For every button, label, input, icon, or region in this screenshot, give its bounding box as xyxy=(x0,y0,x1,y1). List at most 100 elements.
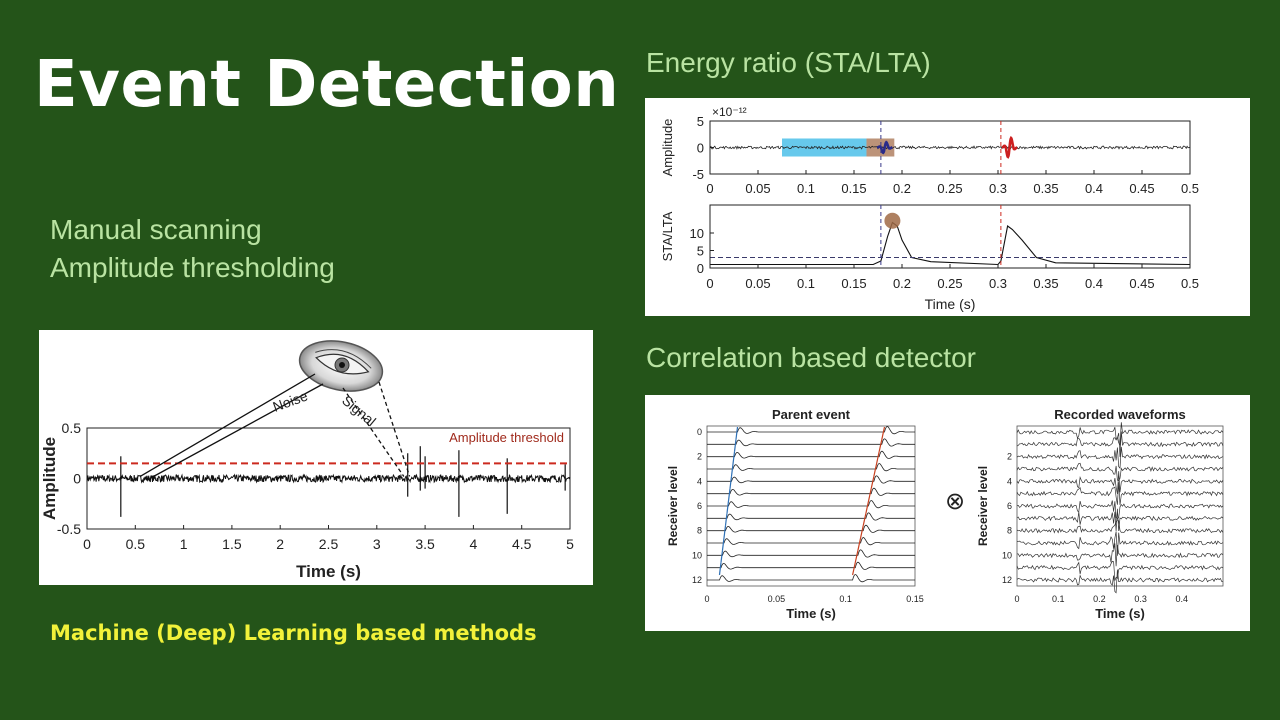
x-tick-label: 0.1 xyxy=(797,276,815,291)
y-tick-label: 5 xyxy=(697,114,704,129)
y-tick-label: -0.5 xyxy=(57,521,81,537)
parent-trace-1 xyxy=(707,438,915,447)
parent-trace-0 xyxy=(707,426,915,435)
recorded-x-tick-label: 0.4 xyxy=(1176,594,1189,604)
x-tick-label: 1.5 xyxy=(222,536,242,552)
recorded-y-tick-label: 8 xyxy=(1007,526,1012,536)
recorded-trace-3 xyxy=(1016,462,1224,482)
recorded-trace-6 xyxy=(1016,500,1224,520)
y-tick-label: 0 xyxy=(697,261,704,276)
p-pick-segment xyxy=(730,463,734,477)
recorded-trace-2 xyxy=(1016,446,1224,469)
p-pick-segment xyxy=(721,537,725,551)
parent-x-tick-label: 0.1 xyxy=(839,594,852,604)
recorded-y-axis-label: Receiver level xyxy=(976,466,990,546)
correlation-operator-icon: ⊗ xyxy=(945,488,965,515)
event-waveform-1 xyxy=(876,140,893,155)
parent-x-tick-label: 0.05 xyxy=(768,594,786,604)
x-tick-label: 0.45 xyxy=(1129,276,1154,291)
parent-trace-11 xyxy=(707,561,915,570)
x-tick-label: 5 xyxy=(566,536,574,552)
parent-title: Parent event xyxy=(772,407,851,422)
sight-line-noise-2 xyxy=(149,383,324,480)
y-tick-label: 5 xyxy=(697,244,704,259)
noise-trace xyxy=(86,473,571,484)
recorded-trace-9 xyxy=(1016,531,1224,556)
s-pick-segment xyxy=(859,525,864,539)
recorded-x-tick-label: 0.2 xyxy=(1093,594,1106,604)
bottom-plot-frame xyxy=(709,204,1191,269)
sta-lta-figure: 0 0.05 0.1 0.15 0.2 0.25 0.3 0.35 0.4 0.45 0.5 5 0 -5… xyxy=(645,98,1250,316)
s-pick-segment xyxy=(881,426,886,440)
recorded-trace-10 xyxy=(1016,543,1224,567)
s-pick-segment xyxy=(865,500,870,514)
correlation-chart: Parent event 0 0.05 0.1 0.15 0 2 4 6 8 10 12 Time (s… xyxy=(666,407,1224,621)
parent-y-tick-label: 2 xyxy=(697,452,702,462)
s-pick-segment xyxy=(867,488,872,502)
trigger-marker xyxy=(884,212,901,229)
sight-line-signal-1 xyxy=(342,387,405,477)
s-pick-segment xyxy=(878,439,883,452)
parent-trace-2 xyxy=(707,450,915,459)
recorded-x-axis-label: Time (s) xyxy=(1095,606,1145,621)
x-tick-label: 0.15 xyxy=(841,181,866,196)
p-pick-segment xyxy=(718,562,722,576)
annotation-noise: Noise xyxy=(271,387,310,414)
sight-line-signal-2 xyxy=(378,381,411,477)
p-pick-segment xyxy=(729,476,733,489)
y-tick-label: 10 xyxy=(690,226,704,241)
x-tick-label: 0.5 xyxy=(1181,276,1199,291)
x-tick-label: 0.5 xyxy=(126,536,146,552)
p-pick-segment xyxy=(726,500,730,514)
lta-window xyxy=(782,138,867,157)
p-pick-segment xyxy=(732,451,736,465)
y-tick-label: 0 xyxy=(697,141,704,156)
x-tick-label: 0.45 xyxy=(1129,181,1154,196)
bullet-manual-scanning: Manual scanning xyxy=(50,214,262,245)
parent-y-tick-label: 0 xyxy=(697,427,702,437)
eye-icon xyxy=(298,340,384,392)
recorded-y-tick-label: 12 xyxy=(1002,575,1012,585)
x-tick-label: 0 xyxy=(706,276,713,291)
s-pick-segment xyxy=(873,463,878,477)
x-tick-label: 0.2 xyxy=(893,276,911,291)
parent-y-tick-label: 6 xyxy=(697,501,702,511)
x-tick-label: 2 xyxy=(276,536,284,552)
x-tick-label: 3.5 xyxy=(415,536,435,552)
exponent-label: ×10⁻¹² xyxy=(712,105,747,119)
recorded-trace-4 xyxy=(1016,471,1224,495)
s-pick-segment xyxy=(875,451,880,465)
x-tick-label: 0 xyxy=(83,536,91,552)
event-waveform-2 xyxy=(1001,135,1018,159)
recorded-trace-12 xyxy=(1016,569,1224,594)
s-pick-segment xyxy=(852,562,856,576)
recorded-trace-1 xyxy=(1016,431,1224,457)
slide-title: Event Detection xyxy=(34,48,620,122)
s-pick-segment xyxy=(854,550,859,563)
y-axis-label: Amplitude xyxy=(40,437,59,520)
threshold-label: Amplitude threshold xyxy=(449,430,564,445)
waveform-trace xyxy=(709,145,1191,150)
bullet-amplitude-thresholding: Amplitude thresholding xyxy=(50,252,335,283)
x-tick-label: 0.3 xyxy=(989,181,1007,196)
y-tick-label: 0 xyxy=(73,471,81,487)
recorded-y-tick-label: 2 xyxy=(1007,452,1012,462)
s-pick-segment xyxy=(857,537,862,551)
sight-line-noise-1 xyxy=(139,373,316,478)
parent-trace-7 xyxy=(707,512,915,521)
parent-trace-10 xyxy=(707,549,915,558)
x-axis-label: Time (s) xyxy=(296,562,361,581)
x-tick-label: 0.2 xyxy=(893,181,911,196)
parent-y-tick-label: 4 xyxy=(697,476,702,486)
parent-trace-3 xyxy=(707,463,915,472)
annotation-signal: Signal xyxy=(339,392,379,429)
s-pick-segment xyxy=(870,476,875,489)
parent-y-tick-label: 12 xyxy=(692,575,702,585)
y-tick-label: -5 xyxy=(692,167,704,182)
x-tick-label: 0.05 xyxy=(745,276,770,291)
x-tick-label: 4.5 xyxy=(512,536,532,552)
parent-x-axis-label: Time (s) xyxy=(786,606,836,621)
x-tick-label: 0.35 xyxy=(1033,276,1058,291)
x-tick-label: 1 xyxy=(180,536,188,552)
